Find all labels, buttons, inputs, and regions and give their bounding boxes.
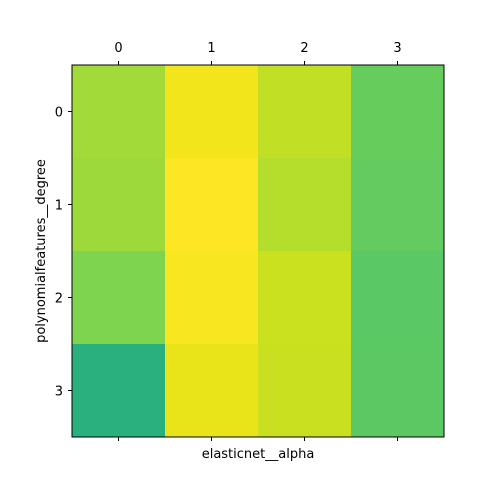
y-ticks: 0 1 2 3	[55, 106, 72, 400]
y-tick-label: 1	[55, 199, 63, 214]
x-ticks-bottom	[118, 437, 398, 441]
heatmap-cell-3-2	[258, 344, 352, 438]
heatmap-cells	[72, 65, 445, 438]
x-axis-label: elasticnet__alpha	[202, 447, 315, 462]
y-axis-label: polynomialfeatures__degree	[34, 159, 49, 343]
heatmap-cell-0-3	[351, 65, 445, 159]
y-tick-label: 2	[55, 292, 63, 307]
heatmap-cell-3-0	[72, 344, 166, 438]
heatmap-cell-2-0	[72, 251, 166, 345]
x-tick-label: 1	[207, 41, 215, 56]
y-tick-label: 0	[55, 106, 63, 121]
x-tick-label: 0	[114, 41, 122, 56]
x-tick-label: 3	[393, 41, 401, 56]
heatmap-cell-0-1	[165, 65, 259, 159]
heatmap-cell-2-2	[258, 251, 352, 345]
plot-frame	[71, 64, 445, 438]
heatmap-cell-0-2	[258, 65, 352, 159]
heatmap-cell-3-1	[165, 344, 259, 438]
heatmap-cell-1-1	[165, 158, 259, 252]
x-tick-label: 2	[300, 41, 308, 56]
heatmap-cell-0-0	[72, 65, 166, 159]
heatmap-cell-1-0	[72, 158, 166, 252]
heatmap-cell-1-2	[258, 158, 352, 252]
y-tick-label: 3	[55, 385, 63, 400]
heatmap-cell-2-3	[351, 251, 445, 345]
heatmap-cell-2-1	[165, 251, 259, 345]
x-ticks-top: 0 1 2 3	[114, 41, 402, 65]
heatmap-cell-3-3	[351, 344, 445, 438]
heatmap-cell-1-3	[351, 158, 445, 252]
